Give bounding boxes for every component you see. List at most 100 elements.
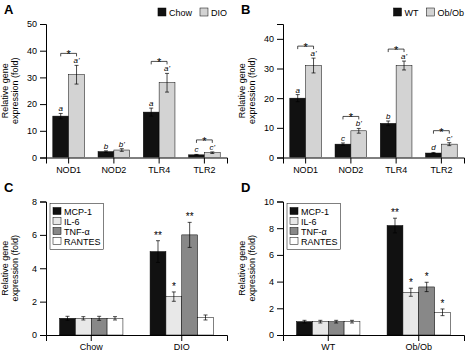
significance-label: * [172,281,176,292]
legend-label: WT [404,8,418,18]
y-tick-label: 10 [264,197,274,207]
error-bar-cap [120,151,124,152]
y-tick-label: 40 [264,34,274,44]
error-bar [165,73,169,92]
error-bar [431,152,435,153]
error-bar-cap [75,84,79,85]
error-bar-cap [402,69,406,70]
legend-swatch [53,218,61,225]
error-bar-cap [409,296,413,297]
error-bar-cap [194,155,198,156]
error-bar-cap [350,320,354,321]
y-tick: 0 [32,153,46,163]
bar [75,318,91,335]
letter-label: a' [164,64,170,73]
significance-label: * [439,126,444,138]
bar [60,318,76,335]
error-bar [302,320,306,323]
error-bar-cap [341,145,345,146]
bar [344,322,360,335]
y-tick-mark [40,51,46,52]
x-tick-label: NOD2 [338,165,363,175]
significance-label: * [202,135,207,147]
x-tick-mark [396,158,397,164]
error-bar-stem [394,218,395,233]
legend-label: Chow [169,8,193,18]
error-bar-stem [157,241,158,263]
y-tick-label: 50 [27,19,37,29]
y-tick-mark [40,302,46,303]
error-bar [350,320,354,323]
y-axis-title: Relative geneexpression (fold) [237,235,257,302]
x-tick-label: TLR4 [385,165,407,175]
letter-label: b' [119,140,125,149]
error-bar-cap [296,101,300,102]
error-bar [386,121,390,126]
bar [419,287,435,335]
significance-label: * [66,48,71,60]
error-bar-stem [313,58,314,73]
y-axis: 02468 [32,197,47,341]
legend-label: DIO [211,8,227,18]
y-tick: 40 [27,46,46,56]
legend-item: Chow [158,8,193,18]
x-tick-mark [350,158,351,164]
error-bar-cap [210,153,214,154]
y-tick: 10 [27,126,46,136]
legend-swatch [290,238,298,245]
y-tick-label: 8 [32,197,37,207]
error-bar-stem [83,317,84,320]
y-tick-label: 0 [269,153,274,163]
y-tick: 10 [264,197,283,207]
error-bar [312,58,316,73]
plot: 02468ChowDIORelative geneexpression (fol… [0,197,227,353]
error-bar-cap [149,116,153,117]
y-tick-mark [40,77,46,78]
bar [306,66,322,158]
error-bar-stem [205,315,206,320]
error-bar-stem [167,73,168,92]
legend-label: MCP-1 [301,207,329,217]
letter-label: b [386,112,391,121]
letter-label: a' [401,52,407,61]
error-bar-cap [425,291,429,292]
letter-label: c' [210,143,216,152]
error-bar [318,320,322,323]
y-tick-label: 20 [27,99,37,109]
bar [53,116,69,157]
y-axis-title: Relative geneexpression (fold) [0,235,20,302]
legend-label: RANTES [301,237,338,247]
y-tick-mark [40,24,46,25]
y-tick-label: 0 [32,153,37,163]
letter-label: d [431,143,436,152]
y-axis: 01020304050 [27,19,47,163]
y-tick-mark [277,335,283,336]
x-axis-line [284,336,465,342]
y-axis-title: Relative geneexpression (fold) [0,57,20,124]
bar [403,292,419,335]
y-tick-label: 20 [264,94,274,104]
figure: A01020304050NOD1NOD2TLR4TLR2Relative gen… [0,0,474,355]
x-tick-label: TLR2 [193,165,215,175]
letter-label: a [58,104,63,113]
x-tick: Chow [80,335,104,352]
letter-label: c [194,145,198,154]
y-axis-line [277,202,284,336]
legend: MCP-1IL-6TNF-αRANTES [287,204,341,250]
legend-label: TNF-α [301,227,327,237]
bar [159,83,175,158]
y-axis-line [40,25,47,159]
bar [198,317,214,335]
bar [441,144,457,157]
error-bar-stem [121,149,122,152]
y-tick-label: 4 [269,277,274,287]
error-bar-stem [352,320,353,323]
y-tick-mark [277,228,283,229]
y-tick-mark [277,98,283,99]
error-bar [334,320,338,323]
y-axis: 0246810 [264,197,284,341]
error-bar-stem [297,95,298,102]
x-tick-mark [159,158,160,164]
x-tick-mark [305,158,306,164]
plot: 010203040NOD1NOD2TLR4TLR2Relative geneex… [237,8,464,175]
